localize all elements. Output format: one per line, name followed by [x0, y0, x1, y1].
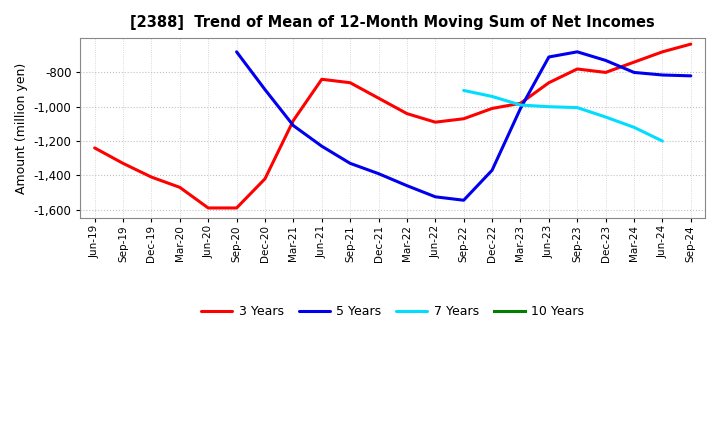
- 3 Years: [119, 161, 127, 166]
- 7 Years: [544, 104, 553, 110]
- 3 Years: [402, 111, 411, 116]
- 3 Years: [289, 118, 297, 123]
- 7 Years: [658, 139, 667, 144]
- Title: [2388]  Trend of Mean of 12-Month Moving Sum of Net Incomes: [2388] Trend of Mean of 12-Month Moving …: [130, 15, 655, 30]
- Line: 3 Years: 3 Years: [94, 44, 690, 208]
- 7 Years: [487, 94, 496, 99]
- 5 Years: [630, 70, 639, 75]
- 5 Years: [402, 183, 411, 188]
- 5 Years: [346, 161, 354, 166]
- 3 Years: [630, 59, 639, 65]
- 3 Years: [204, 205, 212, 211]
- 5 Years: [487, 168, 496, 173]
- 5 Years: [686, 73, 695, 78]
- Line: 7 Years: 7 Years: [464, 91, 662, 141]
- 5 Years: [233, 49, 241, 55]
- 5 Years: [544, 55, 553, 60]
- 3 Years: [459, 116, 468, 121]
- 3 Years: [374, 95, 383, 101]
- 3 Years: [147, 174, 156, 180]
- 5 Years: [601, 58, 610, 63]
- 5 Years: [289, 123, 297, 128]
- 5 Years: [431, 194, 440, 199]
- 3 Years: [487, 106, 496, 111]
- 3 Years: [233, 205, 241, 211]
- 7 Years: [573, 105, 582, 110]
- 3 Years: [261, 176, 269, 181]
- 5 Years: [573, 49, 582, 55]
- 3 Years: [90, 145, 99, 150]
- 7 Years: [630, 125, 639, 130]
- 3 Years: [176, 185, 184, 190]
- 5 Years: [459, 198, 468, 203]
- 7 Years: [459, 88, 468, 93]
- 3 Years: [601, 70, 610, 75]
- Line: 5 Years: 5 Years: [237, 52, 690, 200]
- Legend: 3 Years, 5 Years, 7 Years, 10 Years: 3 Years, 5 Years, 7 Years, 10 Years: [196, 300, 590, 323]
- 5 Years: [318, 143, 326, 149]
- 5 Years: [658, 72, 667, 77]
- 3 Years: [318, 77, 326, 82]
- 3 Years: [658, 49, 667, 55]
- 3 Years: [686, 41, 695, 47]
- 3 Years: [516, 101, 525, 106]
- 3 Years: [431, 120, 440, 125]
- 3 Years: [346, 80, 354, 85]
- 7 Years: [516, 103, 525, 108]
- 3 Years: [544, 80, 553, 85]
- 3 Years: [573, 66, 582, 72]
- 7 Years: [601, 114, 610, 120]
- 5 Years: [516, 106, 525, 111]
- 5 Years: [374, 171, 383, 176]
- 5 Years: [261, 87, 269, 92]
- Y-axis label: Amount (million yen): Amount (million yen): [15, 62, 28, 194]
